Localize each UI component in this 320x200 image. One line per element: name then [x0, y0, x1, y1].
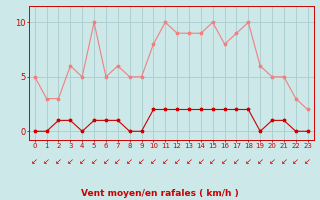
Text: ↙: ↙ [257, 157, 264, 166]
Text: ↙: ↙ [31, 157, 38, 166]
Text: ↙: ↙ [43, 157, 50, 166]
Text: ↙: ↙ [102, 157, 109, 166]
Text: ↙: ↙ [91, 157, 98, 166]
Text: ↙: ↙ [197, 157, 204, 166]
Text: ↙: ↙ [245, 157, 252, 166]
Text: ↙: ↙ [79, 157, 86, 166]
Text: ↙: ↙ [138, 157, 145, 166]
Text: ↙: ↙ [304, 157, 311, 166]
Text: ↙: ↙ [268, 157, 276, 166]
Text: ↙: ↙ [186, 157, 193, 166]
Text: ↙: ↙ [174, 157, 180, 166]
Text: ↙: ↙ [126, 157, 133, 166]
Text: ↙: ↙ [209, 157, 216, 166]
Text: ↙: ↙ [292, 157, 299, 166]
Text: Vent moyen/en rafales ( km/h ): Vent moyen/en rafales ( km/h ) [81, 189, 239, 198]
Text: ↙: ↙ [114, 157, 121, 166]
Text: ↙: ↙ [150, 157, 157, 166]
Text: ↙: ↙ [221, 157, 228, 166]
Text: ↙: ↙ [280, 157, 287, 166]
Text: ↙: ↙ [162, 157, 169, 166]
Text: ↙: ↙ [233, 157, 240, 166]
Text: ↙: ↙ [67, 157, 74, 166]
Text: ↙: ↙ [55, 157, 62, 166]
